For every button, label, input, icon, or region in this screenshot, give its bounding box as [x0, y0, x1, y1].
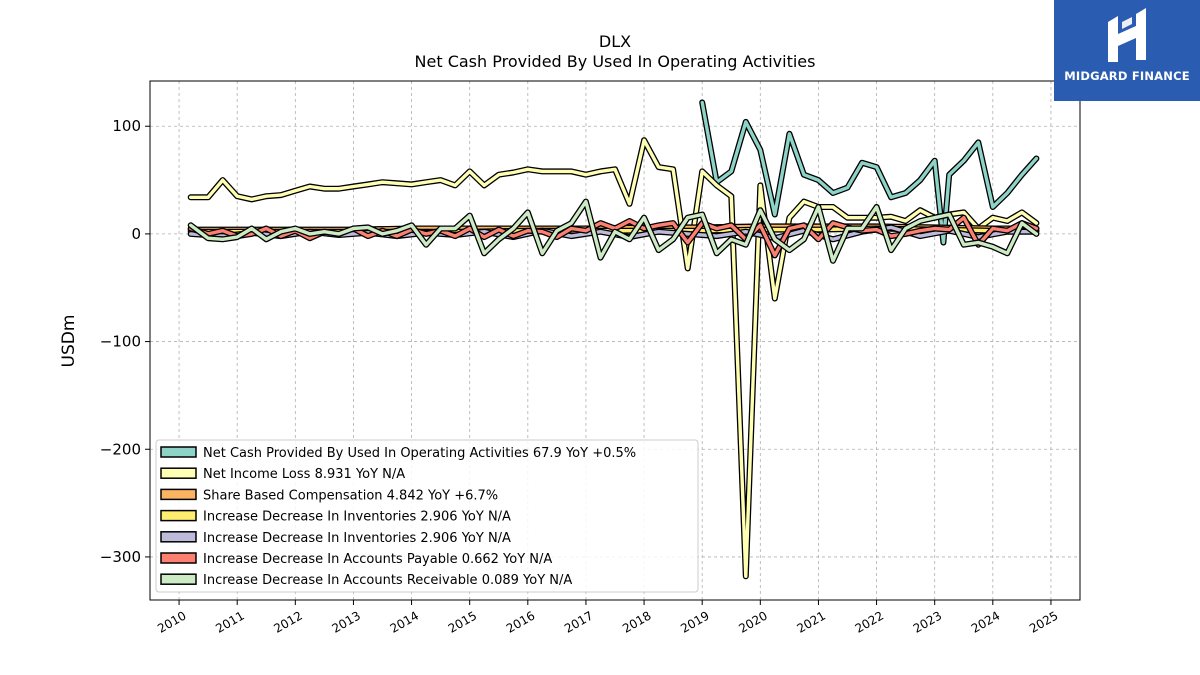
x-tick-label: 2021	[794, 608, 827, 635]
legend-label: Increase Decrease In Inventories 2.906 Y…	[203, 531, 511, 546]
legend-label: Increase Decrease In Accounts Receivable…	[203, 573, 572, 588]
legend-label: Increase Decrease In Accounts Payable 0.…	[203, 552, 552, 567]
y-tick-label: −200	[100, 440, 141, 458]
legend: Net Cash Provided By Used In Operating A…	[155, 439, 699, 593]
x-tick-label: 2013	[329, 608, 362, 635]
series-line-stroke	[700, 100, 1039, 245]
x-tick-label: 2014	[388, 608, 421, 635]
x-tick-label: 2015	[446, 608, 479, 635]
y-tick-label: −300	[100, 548, 141, 566]
x-tick-label: 2010	[155, 608, 188, 635]
plot-frame	[149, 80, 1081, 601]
x-tick-label: 2024	[969, 608, 1002, 635]
x-tick-label: 2019	[678, 608, 711, 635]
legend-label: Increase Decrease In Inventories 2.906 Y…	[203, 510, 511, 525]
series-line	[699, 99, 1040, 246]
x-tick-label: 2022	[853, 608, 886, 635]
series-line-stroke	[188, 199, 1039, 263]
logo-mark-icon	[1108, 8, 1146, 62]
legend-swatch	[160, 488, 197, 501]
legend-swatch	[160, 509, 197, 522]
legend-swatch	[160, 531, 197, 543]
x-tick-label: 2023	[911, 608, 944, 635]
y-tick-label: 0	[131, 225, 141, 243]
legend-swatch	[160, 552, 197, 564]
legend-label: Net Cash Provided By Used In Operating A…	[203, 446, 636, 461]
x-tick-label: 2025	[1027, 608, 1060, 635]
brand-name: MIDGARD FINANCE	[1064, 69, 1190, 83]
chart-subtitle: Net Cash Provided By Used In Operating A…	[414, 52, 816, 71]
legend-swatch	[160, 573, 197, 585]
series-line	[187, 137, 1040, 580]
series-line	[187, 198, 1040, 264]
legend-label: Net Income Loss 8.931 YoY N/A	[203, 467, 405, 482]
legend-label: Share Based Compensation 4.842 YoY +6.7%	[203, 488, 498, 503]
x-tick-label: 2016	[504, 608, 537, 635]
x-tick-label: 2020	[736, 608, 769, 635]
series-line-stroke	[188, 138, 1039, 578]
legend-swatch	[160, 467, 197, 479]
legend-box	[155, 439, 699, 593]
x-tick-label: 2018	[620, 608, 653, 635]
series-lines	[187, 99, 1040, 580]
chart-title: DLX	[598, 32, 632, 51]
x-tick-label: 2012	[271, 608, 304, 635]
x-tick-label: 2017	[562, 608, 595, 635]
x-tick-label: 2011	[213, 608, 246, 635]
y-tick-label: 100	[112, 117, 141, 135]
y-axis-label: USDm	[59, 315, 79, 368]
brand-logo: MIDGARD FINANCE	[1054, 0, 1200, 101]
legend-swatch	[160, 446, 197, 458]
y-tick-label: −100	[100, 333, 141, 351]
